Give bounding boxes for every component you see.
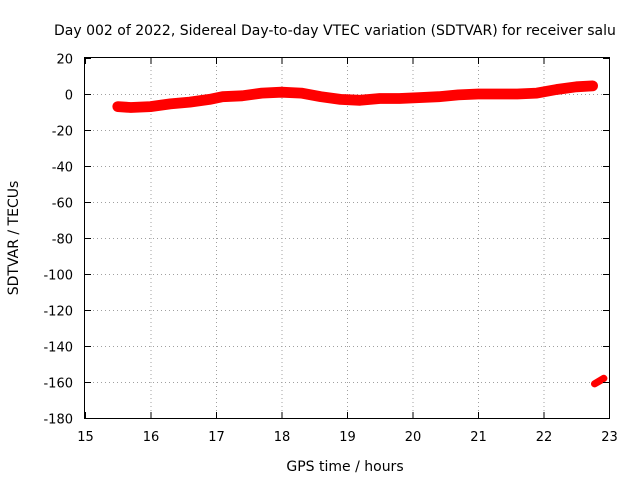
y-tick-label: -60: [52, 197, 73, 212]
x-tick-label: 20: [405, 430, 422, 445]
y-tick-label: -20: [52, 125, 73, 140]
x-axis-label: GPS time / hours: [286, 459, 403, 475]
y-tick-label: -100: [43, 269, 73, 284]
y-tick-label: -80: [52, 233, 73, 248]
y-tick-label: -40: [52, 161, 73, 176]
chart-title: Day 002 of 2022, Sidereal Day-to-day VTE…: [54, 23, 616, 39]
y-axis-label: SDTVAR / TECUs: [6, 181, 22, 296]
x-tick-label: 19: [339, 430, 356, 445]
x-tick-label: 23: [601, 430, 618, 445]
axis-ticks: 15 16 17 18 19 20 21 22 23 20 0 -20 -40 -60 -80 -100 -12…: [43, 53, 617, 446]
y-tick-label: -140: [43, 341, 73, 356]
x-tick-label: 17: [208, 430, 225, 445]
x-tick-label: 18: [274, 430, 291, 445]
y-tick-label: -120: [43, 305, 73, 320]
series-line-2: [591, 374, 608, 388]
series-line-1: [112, 80, 598, 113]
plot-frame: [84, 57, 610, 419]
grid: [85, 58, 609, 418]
x-tick-label: 22: [536, 430, 553, 445]
x-tick-label: 16: [143, 430, 160, 445]
y-tick-label: -180: [43, 413, 73, 428]
y-tick-label: 20: [56, 53, 73, 68]
x-tick-label: 15: [77, 430, 94, 445]
data-series: [112, 80, 608, 388]
x-tick-label: 21: [470, 430, 487, 445]
y-tick-label: -160: [43, 377, 73, 392]
y-tick-label: 0: [65, 89, 73, 104]
